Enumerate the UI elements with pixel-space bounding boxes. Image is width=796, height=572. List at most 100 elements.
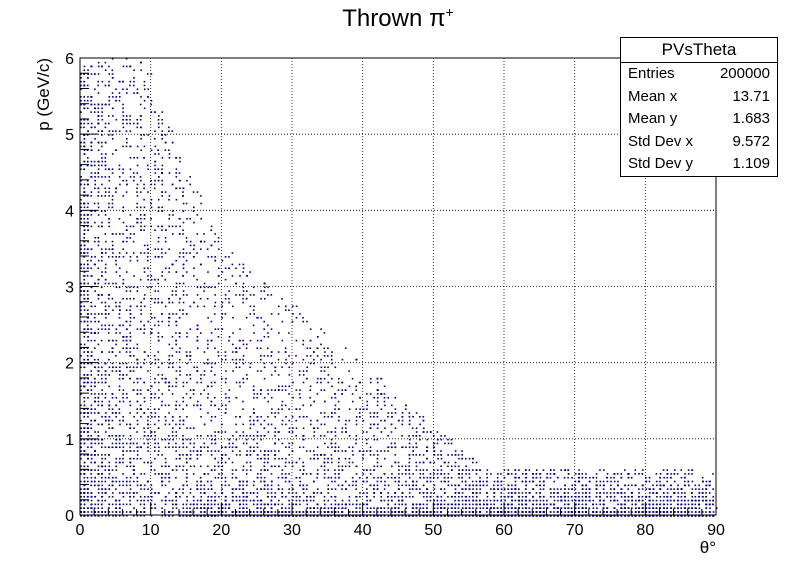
data-point <box>140 313 143 315</box>
data-point <box>129 233 132 235</box>
data-point <box>175 286 178 289</box>
data-point <box>398 473 400 475</box>
data-point <box>104 187 107 190</box>
data-point <box>182 469 184 471</box>
data-point <box>140 229 142 231</box>
data-point <box>380 495 383 498</box>
data-point <box>93 111 96 113</box>
data-point <box>535 476 538 479</box>
data-point <box>139 515 142 517</box>
data-point <box>355 488 358 490</box>
data-point <box>214 431 216 433</box>
data-point <box>136 206 138 209</box>
data-point <box>408 419 411 422</box>
data-point <box>80 457 82 460</box>
data-point <box>168 198 170 201</box>
data-point <box>214 233 217 235</box>
data-point <box>90 423 92 426</box>
data-point <box>136 431 138 433</box>
data-point <box>207 385 210 388</box>
data-point <box>133 69 135 72</box>
data-point <box>101 366 103 369</box>
data-point <box>196 435 199 437</box>
data-point <box>157 118 160 121</box>
data-point <box>553 499 556 502</box>
data-point <box>175 450 177 452</box>
data-point <box>475 473 478 475</box>
data-point <box>217 267 220 270</box>
data-point <box>86 217 89 220</box>
data-point <box>150 278 153 281</box>
data-point <box>178 351 181 353</box>
data-point <box>337 419 340 422</box>
data-point <box>150 149 153 151</box>
data-point <box>157 492 160 494</box>
data-point <box>376 381 379 384</box>
data-point <box>108 339 110 342</box>
data-point <box>129 400 131 403</box>
data-point <box>139 214 142 216</box>
data-point <box>387 484 390 487</box>
data-point <box>150 469 153 471</box>
data-point <box>581 488 584 490</box>
data-point <box>143 107 146 110</box>
data-point <box>108 103 110 106</box>
data-point <box>150 515 153 517</box>
data-point <box>288 332 290 334</box>
data-point <box>83 503 86 506</box>
data-point <box>418 454 421 456</box>
data-point <box>401 423 403 426</box>
data-point <box>245 484 248 487</box>
data-point <box>291 450 294 452</box>
data-point <box>531 495 534 498</box>
data-point <box>171 431 174 433</box>
data-point <box>129 236 131 239</box>
data-point <box>384 419 386 422</box>
data-point <box>83 221 86 224</box>
data-point <box>122 172 124 174</box>
data-point <box>175 435 178 437</box>
data-point <box>104 301 107 304</box>
data-point <box>366 404 369 407</box>
data-point <box>295 305 298 308</box>
data-point <box>94 73 96 75</box>
data-point <box>496 476 499 479</box>
data-point <box>256 431 259 433</box>
data-point <box>263 465 266 468</box>
data-point <box>560 469 562 471</box>
data-point <box>239 450 241 452</box>
data-point <box>567 473 570 475</box>
data-point <box>101 351 103 353</box>
data-point <box>140 415 142 418</box>
data-point <box>263 328 266 330</box>
data-point <box>80 176 82 178</box>
data-point <box>624 484 626 487</box>
data-point <box>210 381 213 384</box>
data-point <box>232 499 234 502</box>
data-point <box>528 492 531 494</box>
data-point <box>97 202 100 205</box>
data-point <box>670 507 672 509</box>
data-point <box>83 412 85 414</box>
data-point <box>490 473 492 475</box>
data-point <box>111 248 114 251</box>
data-point <box>334 396 337 399</box>
data-point <box>291 415 294 418</box>
data-point <box>324 454 326 456</box>
data-point <box>83 256 86 258</box>
data-point <box>408 465 410 468</box>
data-point <box>104 393 107 395</box>
data-point <box>242 343 245 346</box>
data-point <box>178 465 181 468</box>
data-point <box>115 366 118 369</box>
data-point <box>185 457 188 460</box>
data-point <box>302 320 304 323</box>
data-point <box>94 320 96 323</box>
data-point <box>337 408 340 410</box>
data-point <box>327 507 330 509</box>
data-point <box>182 221 185 224</box>
data-point <box>228 339 230 342</box>
data-point <box>97 358 100 361</box>
data-point <box>344 515 347 517</box>
data-point <box>348 408 351 410</box>
